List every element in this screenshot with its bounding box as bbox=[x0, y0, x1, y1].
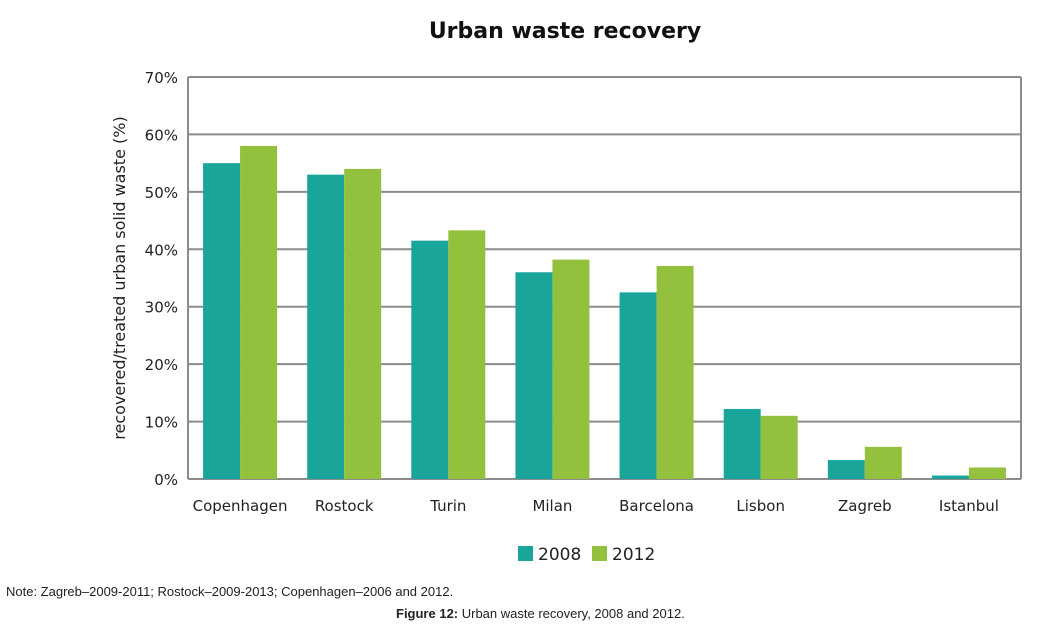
y-tick-label: 0% bbox=[154, 471, 178, 489]
x-tick-label: Turin bbox=[429, 497, 466, 515]
x-tick-label: Barcelona bbox=[619, 497, 694, 515]
bar-2008-turin bbox=[411, 240, 449, 479]
bar-2008-copenhagen bbox=[203, 163, 241, 479]
bar-2012-rostock bbox=[344, 168, 382, 479]
figure-caption: Figure 12: Urban waste recovery, 2008 an… bbox=[396, 606, 685, 621]
y-tick-label: 20% bbox=[145, 356, 178, 374]
x-tick-label: Copenhagen bbox=[193, 497, 288, 515]
legend-label-2008: 2008 bbox=[538, 545, 581, 565]
legend-swatch-2008 bbox=[518, 546, 533, 561]
y-tick-labels: 0% 10% 20% 30% 40% 50% 60% 70% bbox=[145, 69, 178, 489]
chart-title: Urban waste recovery bbox=[429, 19, 701, 44]
bar-2012-copenhagen bbox=[240, 145, 278, 479]
bar-2012-istanbul bbox=[968, 467, 1006, 479]
legend-swatch-2012 bbox=[592, 546, 607, 561]
bar-2008-rostock bbox=[307, 174, 345, 479]
x-tick-labels: Copenhagen Rostock Turin Milan Barcelona Lisb… bbox=[193, 497, 999, 515]
y-tick-label: 70% bbox=[145, 69, 178, 87]
y-axis-label: recovered/treated urban solid waste (%) bbox=[110, 116, 129, 439]
bar-2008-zagreb bbox=[827, 460, 865, 479]
bars bbox=[203, 145, 1006, 479]
x-tick-label: Istanbul bbox=[939, 497, 999, 515]
bar-2008-milan bbox=[515, 272, 553, 479]
x-tick-label: Rostock bbox=[315, 497, 374, 515]
bar-2008-lisbon bbox=[723, 408, 761, 479]
caption-text: Urban waste recovery, 2008 and 2012. bbox=[458, 606, 685, 621]
x-tick-label: Milan bbox=[532, 497, 572, 515]
x-tick-label: Zagreb bbox=[838, 497, 892, 515]
y-tick-label: 50% bbox=[145, 184, 178, 202]
bar-2012-milan bbox=[552, 259, 590, 479]
caption-label: Figure 12: bbox=[396, 606, 459, 621]
legend-label-2012: 2012 bbox=[612, 545, 655, 565]
y-tick-label: 30% bbox=[145, 299, 178, 317]
bar-2012-turin bbox=[448, 230, 486, 479]
chart-note: Note: Zagreb–2009-2011; Rostock–2009-201… bbox=[6, 584, 454, 599]
y-tick-label: 40% bbox=[145, 241, 178, 259]
bar-2012-zagreb bbox=[864, 446, 902, 479]
y-tick-label: 10% bbox=[145, 414, 178, 432]
legend: 2008 2012 bbox=[518, 545, 655, 565]
chart: Urban waste recovery recovered/treated u… bbox=[110, 19, 1022, 565]
bar-2012-lisbon bbox=[760, 415, 798, 479]
y-tick-label: 60% bbox=[145, 126, 178, 144]
bar-2008-istanbul bbox=[931, 475, 969, 479]
bar-2012-barcelona bbox=[656, 265, 694, 479]
x-tick-label: Lisbon bbox=[736, 497, 785, 515]
bar-2008-barcelona bbox=[619, 292, 657, 479]
